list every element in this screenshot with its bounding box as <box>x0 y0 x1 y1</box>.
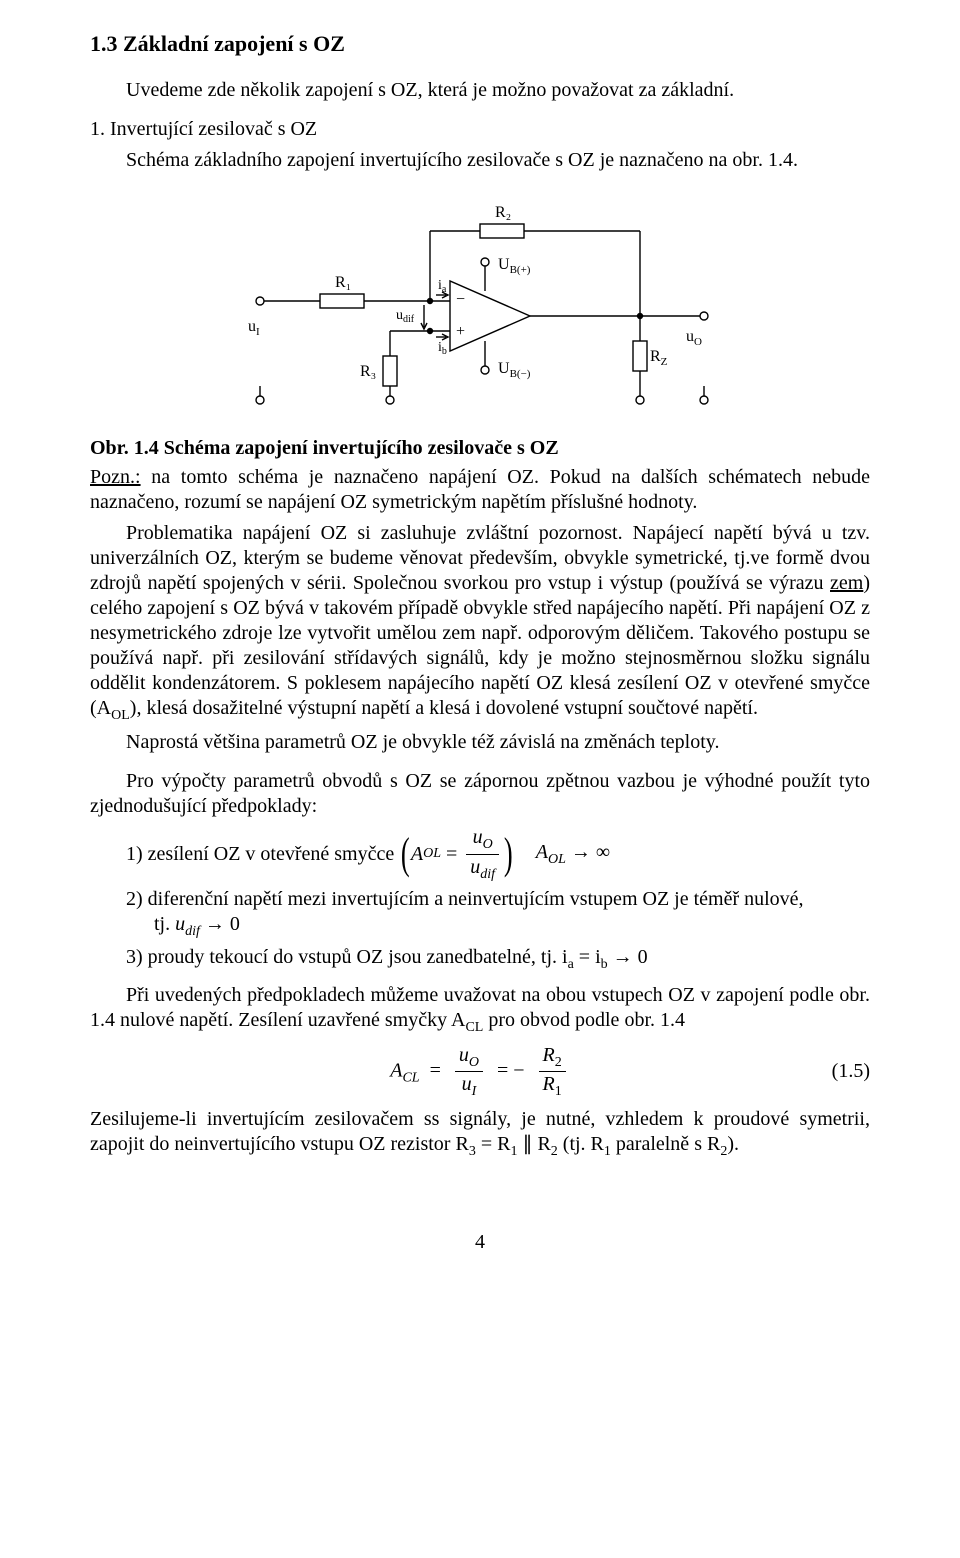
figure-1-4: − + R₁ R₂ R₃ RZ uI uO udif ia ib UB(+) U… <box>90 191 870 418</box>
pozn-label: Pozn.: <box>90 466 141 488</box>
r1-label: R₁ <box>335 274 351 291</box>
assumption-3: 3) proudy tekoucí do vstupů OZ jsou zane… <box>126 945 870 974</box>
assumption-2: 2) diferenční napětí mezi invertujícím a… <box>126 887 870 941</box>
cl-paragraph: Při uvedených předpokladech můžeme uvažo… <box>90 983 870 1037</box>
subitem-text: Schéma základního zapojení invertujícího… <box>90 148 870 173</box>
assumption-1: 1) zesílení OZ v otevřené smyčce ( AOL =… <box>126 825 870 883</box>
main-paragraph: Problematika napájení OZ si zasluhuje zv… <box>90 521 870 725</box>
equation-1-5: ACL = uO uI = − R2 R1 (1.5) <box>90 1043 870 1101</box>
udif-label: udif <box>396 308 415 325</box>
pozn-paragraph: Pozn.: na tomto schéma je naznačeno napá… <box>90 465 870 515</box>
equation-number: (1.5) <box>832 1059 870 1084</box>
ubp-label: UB(+) <box>498 256 531 276</box>
ia-label: ia <box>438 278 447 295</box>
section-heading: 1.3 Základní zapojení s OZ <box>90 30 870 58</box>
subitem-title: 1. Invertující zesilovač s OZ <box>90 117 870 142</box>
eq-aol: ( AOL = uO udif ) <box>400 825 514 883</box>
uo-label: uO <box>686 328 702 348</box>
intro-text: Uvedeme zde několik zapojení s OZ, která… <box>90 78 870 103</box>
pozn-text: na tomto schéma je naznačeno napájení OZ… <box>90 466 870 513</box>
ubm-label: UB(−) <box>498 360 531 380</box>
page-number: 4 <box>90 1230 870 1255</box>
circuit-diagram: − + R₁ R₂ R₃ RZ uI uO udif ia ib UB(+) U… <box>220 191 740 411</box>
plus-label: + <box>456 323 465 340</box>
figure-caption: Obr. 1.4 Schéma zapojení invertujícího z… <box>90 436 870 461</box>
zem-word: zem <box>830 572 863 594</box>
last-paragraph: Zesilujeme-li invertujícím zesilovačem s… <box>90 1107 870 1161</box>
temp-paragraph: Naprostá většina parametrů OZ je obvykle… <box>90 730 870 755</box>
assumptions-list: 1) zesílení OZ v otevřené smyčce ( AOL =… <box>90 825 870 973</box>
rz-label: RZ <box>650 348 668 368</box>
r3-label: R₃ <box>360 363 376 380</box>
assumptions-intro: Pro výpočty parametrů obvodů s OZ se záp… <box>90 769 870 819</box>
ui-label: uI <box>248 318 260 338</box>
r2-label: R₂ <box>495 204 511 221</box>
page: 1.3 Základní zapojení s OZ Uvedeme zde n… <box>0 0 960 1315</box>
ib-label: ib <box>438 340 447 357</box>
minus-label: − <box>456 291 465 308</box>
